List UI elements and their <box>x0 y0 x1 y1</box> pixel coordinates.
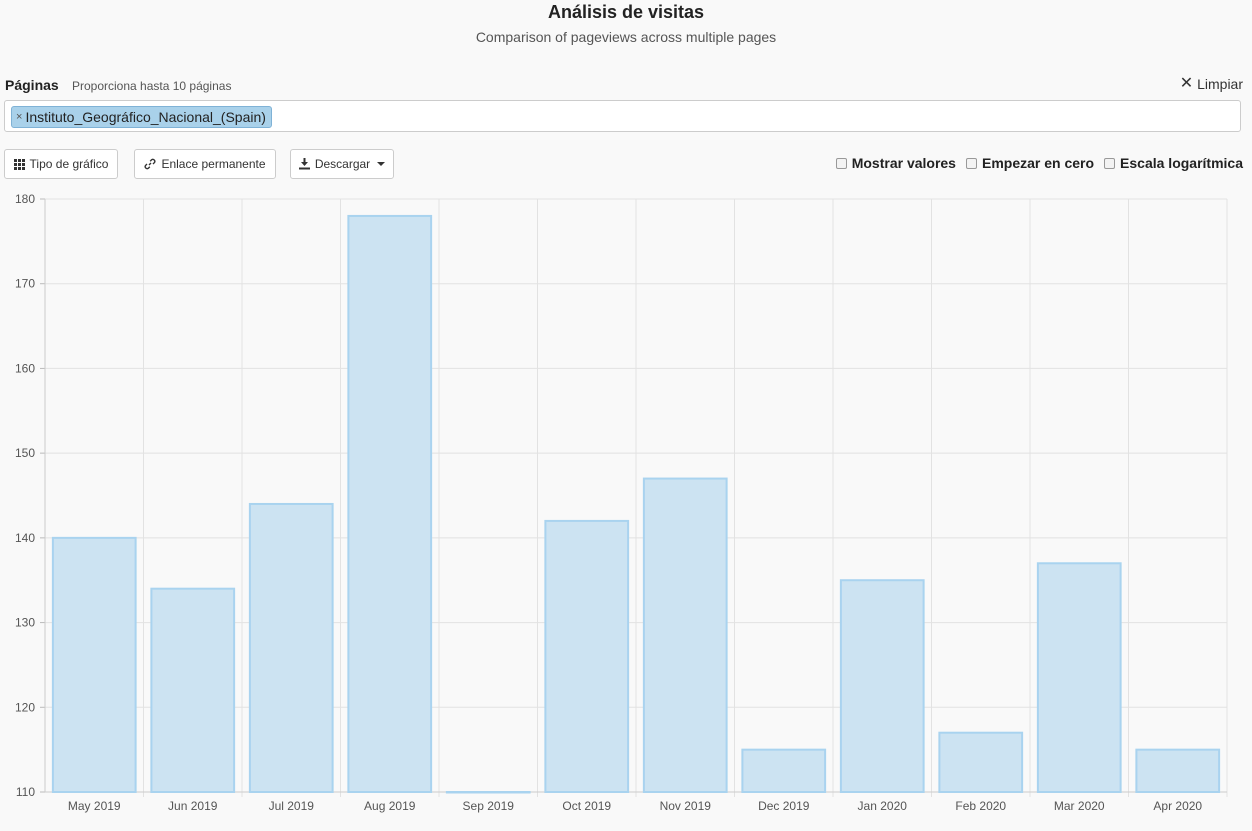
y-tick-label: 180 <box>15 192 35 206</box>
start-zero-label: Empezar en cero <box>981 155 1095 171</box>
y-tick-label: 160 <box>15 361 35 375</box>
start-zero-checkbox[interactable] <box>965 157 977 169</box>
download-icon <box>298 158 310 170</box>
x-tick-label: Jun 2019 <box>168 799 218 813</box>
x-tick-label: Nov 2019 <box>660 799 712 813</box>
bar-may-2019 <box>51 536 137 793</box>
y-tick-label: 140 <box>15 531 35 545</box>
grid-icon <box>13 158 25 170</box>
show-values-label: Mostrar valores <box>851 155 956 171</box>
page-title: Análisis de visitas <box>547 2 705 22</box>
bar-feb-2020 <box>938 731 1024 794</box>
bar-apr-2020 <box>1135 748 1221 794</box>
chart-type-button[interactable]: Tipo de gráfico <box>4 149 118 179</box>
y-tick-label: 130 <box>15 616 35 630</box>
x-tick-label: Apr 2020 <box>1153 799 1202 813</box>
page-chip[interactable]: × Instituto_Geográfico_Nacional_(Spain) <box>11 106 272 128</box>
x-tick-label: Feb 2020 <box>955 799 1006 813</box>
x-tick-label: Aug 2019 <box>364 799 416 813</box>
pages-input[interactable]: × Instituto_Geográfico_Nacional_(Spain) <box>4 100 1241 132</box>
bar-sep-2019 <box>445 791 531 794</box>
pages-hint: Proporciona hasta 10 páginas <box>72 79 232 93</box>
pages-label: Páginas <box>5 77 59 93</box>
download-label: Descargar <box>314 157 371 171</box>
x-tick-label: Oct 2019 <box>562 799 611 813</box>
permalink-button[interactable]: Enlace permanente <box>134 149 276 179</box>
y-tick-label: 110 <box>16 785 35 799</box>
bar-nov-2019 <box>642 477 728 793</box>
bar-jan-2020 <box>839 579 925 794</box>
x-tick-label: Dec 2019 <box>758 799 810 813</box>
download-button[interactable]: Descargar <box>290 149 394 179</box>
show-values-checkbox[interactable] <box>835 157 847 169</box>
log-scale-option[interactable]: Escala logarítmica <box>1104 155 1243 171</box>
bar-jun-2019 <box>150 587 236 793</box>
x-tick-label: Jan 2020 <box>858 799 908 813</box>
bar-mar-2020 <box>1036 562 1122 793</box>
x-tick-label: Jul 2019 <box>269 799 315 813</box>
chart-options: Mostrar valores Empezar en cero Escala l… <box>835 155 1243 171</box>
clear-button-label: Limpiar <box>1197 76 1243 92</box>
bar-aug-2019 <box>347 214 433 793</box>
x-tick-label: Mar 2020 <box>1054 799 1105 813</box>
x-tick-label: Sep 2019 <box>463 799 515 813</box>
bar-dec-2019 <box>741 748 827 794</box>
y-tick-label: 120 <box>15 700 35 714</box>
bar-oct-2019 <box>544 519 630 793</box>
page-subtitle: Comparison of pageviews across multiple … <box>475 29 777 45</box>
link-icon <box>144 158 156 170</box>
permalink-label: Enlace permanente <box>161 157 266 171</box>
y-tick-label: 170 <box>15 277 35 291</box>
page-chip-label: Instituto_Geográfico_Nacional_(Spain) <box>25 109 266 125</box>
show-values-option[interactable]: Mostrar valores <box>835 155 956 171</box>
start-zero-option[interactable]: Empezar en cero <box>965 155 1095 171</box>
chart-type-label: Tipo de gráfico <box>29 157 109 171</box>
x-tick-label: May 2019 <box>68 799 121 813</box>
log-scale-checkbox[interactable] <box>1104 157 1116 169</box>
pageviews-bar-chart: 110 120 130 140 150 160 170 180 May 2019 Jun 2019… <box>15 192 1228 813</box>
chevron-down-icon <box>377 162 386 166</box>
close-icon: ✕ <box>1179 75 1194 92</box>
log-scale-label: Escala logarítmica <box>1120 155 1243 171</box>
remove-chip-icon[interactable]: × <box>16 111 23 123</box>
bar-jul-2019 <box>248 502 334 793</box>
clear-button[interactable]: ✕ Limpiar <box>1179 75 1243 93</box>
y-tick-label: 150 <box>15 446 35 460</box>
